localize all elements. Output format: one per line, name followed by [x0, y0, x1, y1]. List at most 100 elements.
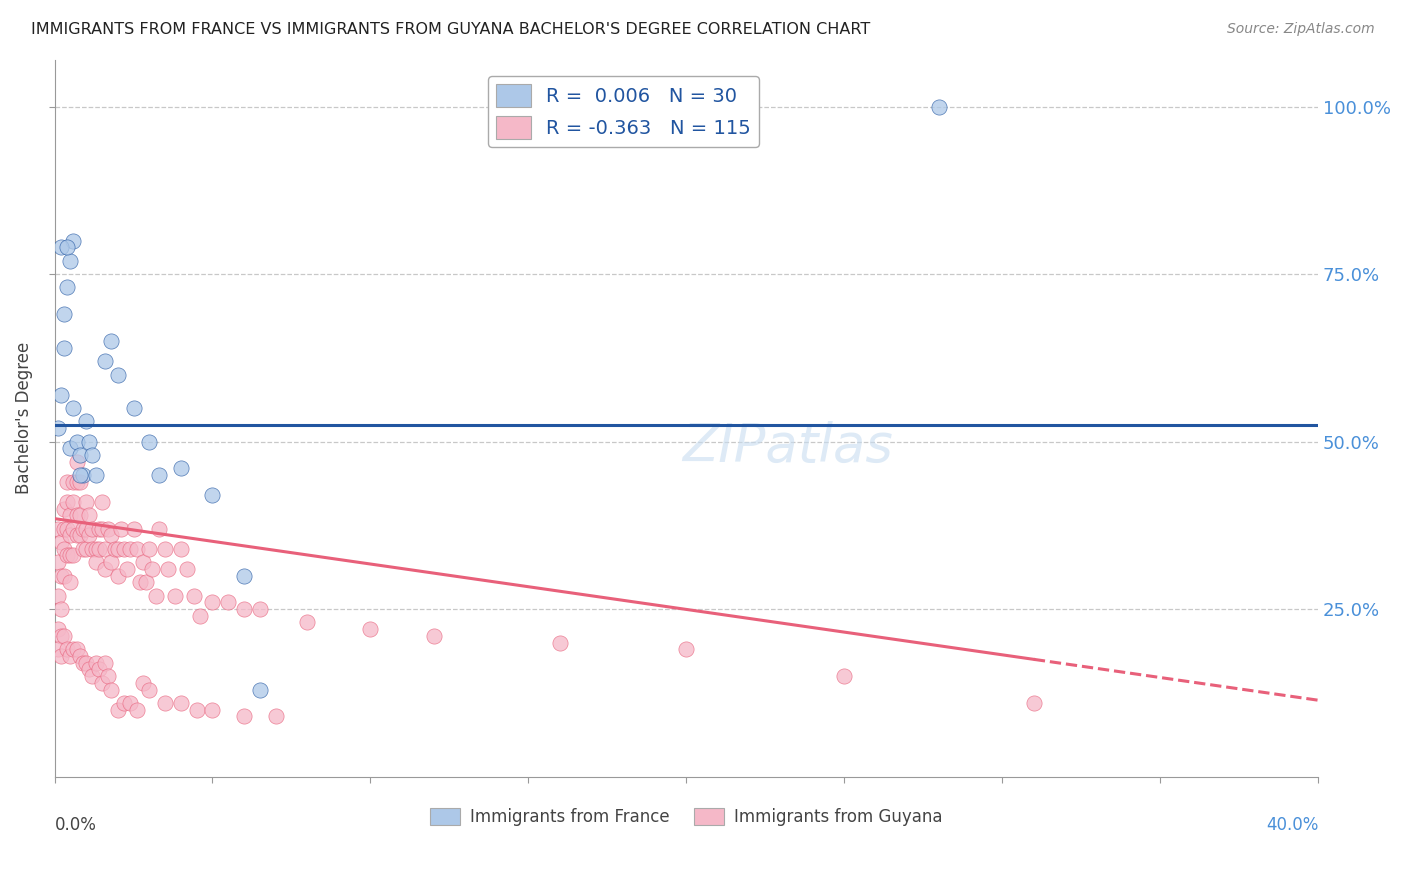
Point: [49, 387, 72, 401]
Point: [832, 669, 855, 683]
Point: [53, 568, 76, 582]
Point: [66, 508, 89, 523]
Text: ZIPatlas: ZIPatlas: [682, 421, 893, 473]
Point: [138, 541, 160, 556]
Point: [675, 642, 697, 657]
Point: [94, 656, 117, 670]
Point: [148, 522, 170, 536]
Point: [153, 696, 176, 710]
Point: [233, 568, 256, 582]
Point: [75, 541, 97, 556]
Point: [69, 508, 91, 523]
Point: [132, 675, 155, 690]
Point: [77, 434, 100, 449]
Point: [62, 475, 84, 489]
Point: [69, 448, 91, 462]
Point: [56, 495, 79, 509]
Point: [97, 522, 120, 536]
Point: [46, 522, 69, 536]
Point: [120, 696, 142, 710]
Point: [188, 608, 211, 623]
Point: [90, 522, 112, 536]
Point: [75, 522, 97, 536]
Point: [69, 648, 91, 663]
Point: [125, 541, 148, 556]
Point: [138, 434, 160, 449]
Point: [69, 528, 91, 542]
Point: [100, 528, 122, 542]
Point: [135, 575, 157, 590]
Point: [928, 99, 950, 113]
Point: [46, 642, 69, 657]
Point: [153, 541, 176, 556]
Point: [87, 522, 110, 536]
Y-axis label: Bachelor's Degree: Bachelor's Degree: [15, 342, 32, 494]
Point: [157, 562, 180, 576]
Point: [72, 656, 94, 670]
Point: [233, 709, 256, 723]
Point: [141, 562, 163, 576]
Point: [97, 669, 120, 683]
Point: [249, 682, 271, 697]
Point: [90, 675, 112, 690]
Point: [59, 648, 82, 663]
Point: [84, 468, 107, 483]
Point: [72, 468, 94, 483]
Point: [103, 541, 125, 556]
Legend: Immigrants from France, Immigrants from Guyana: Immigrants from France, Immigrants from …: [423, 801, 949, 833]
Point: [77, 662, 100, 676]
Point: [87, 541, 110, 556]
Point: [107, 703, 129, 717]
Point: [66, 475, 89, 489]
Point: [170, 696, 193, 710]
Point: [49, 568, 72, 582]
Point: [72, 522, 94, 536]
Point: [46, 622, 69, 636]
Point: [233, 602, 256, 616]
Point: [176, 562, 198, 576]
Point: [107, 568, 129, 582]
Point: [72, 541, 94, 556]
Point: [56, 642, 79, 657]
Point: [201, 595, 224, 609]
Point: [264, 709, 287, 723]
Point: [49, 240, 72, 254]
Point: [170, 461, 193, 475]
Point: [84, 555, 107, 569]
Point: [49, 535, 72, 549]
Point: [217, 595, 239, 609]
Point: [69, 475, 91, 489]
Point: [1022, 696, 1045, 710]
Point: [122, 522, 145, 536]
Point: [82, 522, 104, 536]
Point: [59, 508, 82, 523]
Point: [69, 468, 91, 483]
Point: [82, 669, 104, 683]
Point: [59, 528, 82, 542]
Point: [66, 642, 89, 657]
Point: [110, 522, 132, 536]
Point: [125, 703, 148, 717]
Point: [56, 475, 79, 489]
Point: [82, 448, 104, 462]
Point: [66, 434, 89, 449]
Point: [87, 662, 110, 676]
Point: [84, 541, 107, 556]
Point: [53, 541, 76, 556]
Point: [53, 307, 76, 321]
Text: Source: ZipAtlas.com: Source: ZipAtlas.com: [1227, 22, 1375, 37]
Point: [75, 495, 97, 509]
Point: [59, 575, 82, 590]
Text: 40.0%: 40.0%: [1265, 816, 1319, 834]
Point: [46, 589, 69, 603]
Point: [201, 703, 224, 717]
Point: [53, 341, 76, 355]
Point: [49, 629, 72, 643]
Point: [46, 421, 69, 435]
Point: [53, 522, 76, 536]
Point: [100, 682, 122, 697]
Point: [62, 234, 84, 248]
Point: [297, 615, 319, 630]
Point: [145, 589, 167, 603]
Point: [53, 501, 76, 516]
